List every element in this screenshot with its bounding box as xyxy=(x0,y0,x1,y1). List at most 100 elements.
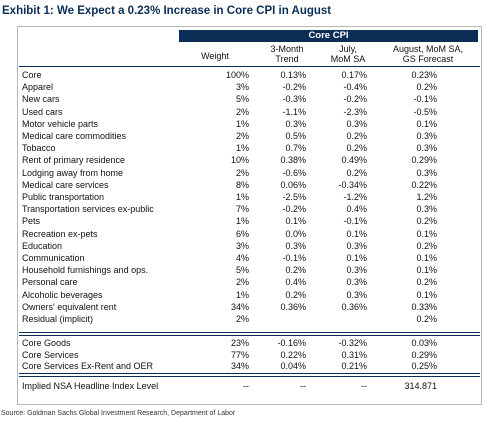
row-label: Transportation services ex-public xyxy=(22,204,154,215)
table-row: Tobacco 1% 0.7% 0.2% 0.3% xyxy=(19,143,480,154)
trend-cell: 0.06% xyxy=(280,179,306,190)
july-cell: -0.4% xyxy=(343,82,367,93)
summary-row: Core Services 77% 0.22% 0.31% 0.29% xyxy=(19,350,480,361)
trend-cell: 0.4% xyxy=(285,277,306,288)
weight-cell: 8% xyxy=(235,179,249,190)
table-row: Alcoholic beverages 1% 0.2% 0.3% 0.1% xyxy=(19,290,480,301)
table-row: Apparel 3% -0.2% -0.4% 0.2% xyxy=(19,82,480,93)
july-cell: 0.21% xyxy=(341,361,367,372)
august-forecast-cell: 0.2% xyxy=(416,216,437,227)
exhibit-title: Exhibit 1: We Expect a 0.23% Increase in… xyxy=(2,5,332,17)
august-forecast-cell: 0.3% xyxy=(416,131,437,141)
row-label: Medical care services xyxy=(22,179,109,190)
table-row: Personal care 2% 0.4% 0.3% 0.2% xyxy=(19,277,480,288)
header-august-line1: August, MoM SA, xyxy=(392,44,464,54)
core-cpi-band: Core CPI xyxy=(179,30,478,42)
july-cell: 0.31% xyxy=(341,349,367,360)
trend-cell: 0.38% xyxy=(280,155,306,166)
july-cell: -0.34% xyxy=(338,179,367,190)
section-divider-top xyxy=(19,332,480,333)
weight-cell: 7% xyxy=(235,204,249,215)
july-cell: 0.49% xyxy=(341,155,367,166)
july-cell: 0.3% xyxy=(346,240,367,251)
row-label: Medical care commodities xyxy=(22,131,127,141)
weight-cell: 5% xyxy=(235,265,249,276)
july-cell: -0.2% xyxy=(343,94,367,105)
table-row: Recreation ex-pets 6% 0.0% 0.1% 0.1% xyxy=(19,229,480,240)
table-row: Public transportation 1% -2.5% -1.2% 1.2% xyxy=(19,192,480,203)
july-cell: 0.3% xyxy=(346,118,367,129)
august-forecast-cell: 0.25% xyxy=(411,361,437,372)
row-label: Education xyxy=(22,240,63,251)
header-july: July, MoM SA xyxy=(318,44,378,64)
july-cell: 0.2% xyxy=(346,167,367,178)
table-row: Communication 4% -0.1% 0.1% 0.1% xyxy=(19,253,480,264)
table-row: Pets 1% 0.1% -0.1% 0.2% xyxy=(19,216,480,227)
header-august-line2: GS Forecast xyxy=(402,54,454,64)
trend-cell: 0.2% xyxy=(285,289,306,300)
trend-cell: -0.1% xyxy=(282,253,306,263)
weight-cell: 1% xyxy=(235,216,249,227)
july-cell: 0.3% xyxy=(346,265,367,276)
weight-cell: 1% xyxy=(235,143,249,154)
trend-cell: -2.5% xyxy=(282,192,306,202)
header-divider xyxy=(19,66,480,67)
july-cell: -2.3% xyxy=(343,106,367,117)
row-label: Used cars xyxy=(22,106,63,117)
table-row: Owners' equivalent rent 34% 0.36% 0.36% 0.33… xyxy=(19,302,480,313)
trend-cell: 0.1% xyxy=(285,216,306,227)
july-cell: 0.2% xyxy=(346,131,367,141)
row-label: Public transportation xyxy=(22,192,105,202)
august-forecast-cell: 0.1% xyxy=(416,253,437,263)
july-cell: 0.17% xyxy=(341,70,367,80)
weight-cell: 2% xyxy=(235,314,249,324)
row-label: Core xyxy=(22,70,42,80)
header-3month-line1: 3-Month xyxy=(270,44,304,54)
august-forecast-cell: 1.2% xyxy=(416,192,437,202)
weight-cell: 2% xyxy=(235,167,249,178)
august-forecast-cell: 0.1% xyxy=(416,265,437,276)
row-label: Core Goods xyxy=(22,338,71,348)
august-forecast-cell: 0.2% xyxy=(416,82,437,93)
july-cell: 0.1% xyxy=(346,228,367,239)
trend-cell: 0.13% xyxy=(280,70,306,80)
august-forecast-cell: 0.22% xyxy=(411,179,437,190)
row-label: Household furnishings and ops. xyxy=(22,265,149,276)
table-row: Motor vehicle parts 1% 0.3% 0.3% 0.1% xyxy=(19,119,480,130)
august-forecast-cell: 0.2% xyxy=(416,240,437,251)
july-cell: 0.3% xyxy=(346,289,367,300)
july-cell: 0.3% xyxy=(346,277,367,288)
table-row: Medical care commodities 2% 0.5% 0.2% 0.3% xyxy=(19,131,480,142)
row-label: Communication xyxy=(22,253,85,263)
table-row: New cars 5% -0.3% -0.2% -0.1% xyxy=(19,94,480,105)
august-forecast-cell: 0.33% xyxy=(411,301,437,312)
weight-cell: 77% xyxy=(230,349,249,360)
trend-cell: 0.3% xyxy=(285,240,306,251)
august-forecast-cell: 0.3% xyxy=(416,143,437,154)
table-row: Used cars 2% -1.1% -2.3% -0.5% xyxy=(19,107,480,118)
section-divider-bottom xyxy=(19,373,480,374)
row-label: Core Services Ex-Rent and OER xyxy=(22,361,154,372)
table-row: Residual (implicit) 2% 0.2% xyxy=(19,314,480,325)
table-row: Lodging away from home 2% -0.6% 0.2% 0.3% xyxy=(19,168,480,179)
header-july-line1: July, xyxy=(339,44,357,54)
row-label: Implied NSA Headline Index Level xyxy=(22,381,159,391)
july-cell: 0.36% xyxy=(341,301,367,312)
trend-cell: 0.5% xyxy=(285,131,306,141)
july-cell: 0.2% xyxy=(346,143,367,154)
august-forecast-cell: 0.3% xyxy=(416,204,437,215)
july-cell: 0.4% xyxy=(346,204,367,215)
trend-cell: -- xyxy=(300,381,306,391)
section-divider-bottom-2 xyxy=(19,376,480,377)
weight-cell: 2% xyxy=(235,106,249,117)
weight-cell: 34% xyxy=(230,301,249,312)
table-row: Medical care services 8% 0.06% -0.34% 0.22% xyxy=(19,180,480,191)
august-forecast-cell: 0.3% xyxy=(416,167,437,178)
august-forecast-cell: 0.23% xyxy=(411,70,437,80)
july-cell: -1.2% xyxy=(343,192,367,202)
weight-cell: 1% xyxy=(235,118,249,129)
row-label: Rent of primary residence xyxy=(22,155,126,166)
august-forecast-cell: 0.1% xyxy=(416,118,437,129)
july-cell: -- xyxy=(361,381,367,391)
trend-cell: -0.2% xyxy=(282,204,306,215)
